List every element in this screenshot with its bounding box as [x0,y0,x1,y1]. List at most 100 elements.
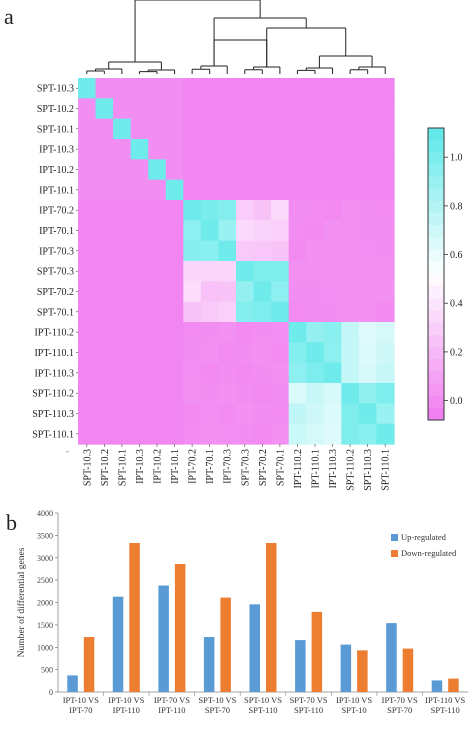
heatmap-cell [183,240,202,262]
heatmap-cell [78,362,97,384]
heatmap-cell [148,383,167,404]
heatmap-cell [148,220,167,242]
heatmap-cell [236,301,255,323]
heatmap-cell [236,118,255,140]
colorbar-step [428,261,444,275]
heatmap-cell [253,220,272,242]
heatmap-cell [130,139,149,160]
heatmap-cell [95,403,114,425]
heatmap-cell [183,118,202,140]
heatmap-cell [376,322,395,343]
bar-down [311,611,323,692]
heatmap-cell [358,118,378,140]
heatmap-cell [323,301,342,323]
column-label: IPT-110.2 [293,449,304,489]
heatmap-cell [130,301,149,323]
heatmap-cell [148,98,167,120]
bar-up [386,623,397,692]
heatmap-cell [148,78,167,99]
colorbar-step [428,188,444,202]
heatmap-cell [358,240,378,262]
heatmap-cell [253,301,272,323]
heatmap-cell [200,261,220,282]
heatmap-cell [165,240,184,262]
heatmap-cell [148,261,167,282]
heatmap-cell [183,342,202,364]
bar-up [203,637,215,692]
heatmap-cell [236,362,255,384]
heatmap-cell [95,423,114,445]
heatmap-cell [306,179,325,201]
heatmap-cell [130,200,149,221]
heatmap-cell [376,383,395,404]
row-label: IPT-110.2 [34,328,74,339]
heatmap-cell [288,240,307,262]
heatmap-cell [341,301,360,323]
heatmap-cell [341,362,360,384]
heatmap-cell [358,179,378,201]
y-tick-label: 2000 [37,599,53,608]
heatmap-cell [253,281,272,303]
heatmap-cell [218,78,237,99]
heatmap-cell [130,98,149,120]
heatmap-cell [218,159,237,181]
heatmap-cell [306,403,325,425]
heatmap-cell [95,220,114,242]
heatmap-cell [78,383,97,404]
column-label: IPT-10.3 [135,449,146,484]
row-label: IPT-70.1 [39,226,74,237]
heatmap-cell [253,98,272,120]
heatmap-cell [341,200,360,221]
x-tick-label: SPT-110 [294,705,323,715]
x-tick-label: IPT-70 VS [382,695,418,705]
heatmap-cell [236,240,255,262]
heatmap-cell [358,403,378,425]
heatmap-cell [288,383,307,404]
heatmap-cell [130,383,149,404]
column-label: SPT-10.2 [100,449,111,486]
heatmap-cell [376,118,395,140]
x-tick-label: SPT-10 VS [244,695,282,705]
heatmap-cell [218,322,237,343]
heatmap-cell [376,403,395,425]
heatmap-cell [306,301,325,323]
heatmap-cell [306,240,325,262]
heatmap-cell [200,179,220,201]
row-label: IPT-70.3 [39,246,74,257]
heatmap-cell [78,423,97,445]
heatmap-cell [341,423,360,445]
heatmap-cell [358,78,378,99]
heatmap-column-labels: SPT-10.3 SPT-10.2 SPT-10.1 IPT-10.3 IPT-10.2… [66,444,392,491]
column-label: SPT-110.2 [346,449,357,491]
heatmap-cell [183,403,202,425]
column-label: IPT-110.3 [328,449,339,489]
heatmap-cell [376,301,395,323]
heatmap-cell [148,139,167,160]
heatmap-cell [113,342,132,364]
row-label: IPT-110.1 [34,348,74,359]
column-label: IPT-10.2 [153,449,164,484]
heatmap-cell [253,200,272,221]
heatmap-cell [288,301,307,323]
row-label: IPT-10.1 [39,185,74,196]
x-tick-label: IPT-110 VS [425,695,465,705]
heatmap-cell [323,383,342,404]
colorbar-step [428,176,444,190]
heatmap-cell [200,78,220,99]
bar-up [431,680,443,692]
column-label: IPT-70.1 [205,449,216,484]
heatmap-cell [376,342,395,364]
heatmap-cell [271,362,290,384]
heatmap-cell [130,362,149,384]
panel-b-label: b [6,510,17,535]
heatmap-cell [148,342,167,364]
heatmap-cell [306,362,325,384]
heatmap-cell [113,362,132,384]
heatmap-cell [341,261,360,282]
heatmap-cell [376,159,395,181]
heatmap-cell [113,301,132,323]
heatmap-cell [376,139,395,160]
colorbar-step [428,213,444,226]
heatmap-cell [341,118,360,140]
